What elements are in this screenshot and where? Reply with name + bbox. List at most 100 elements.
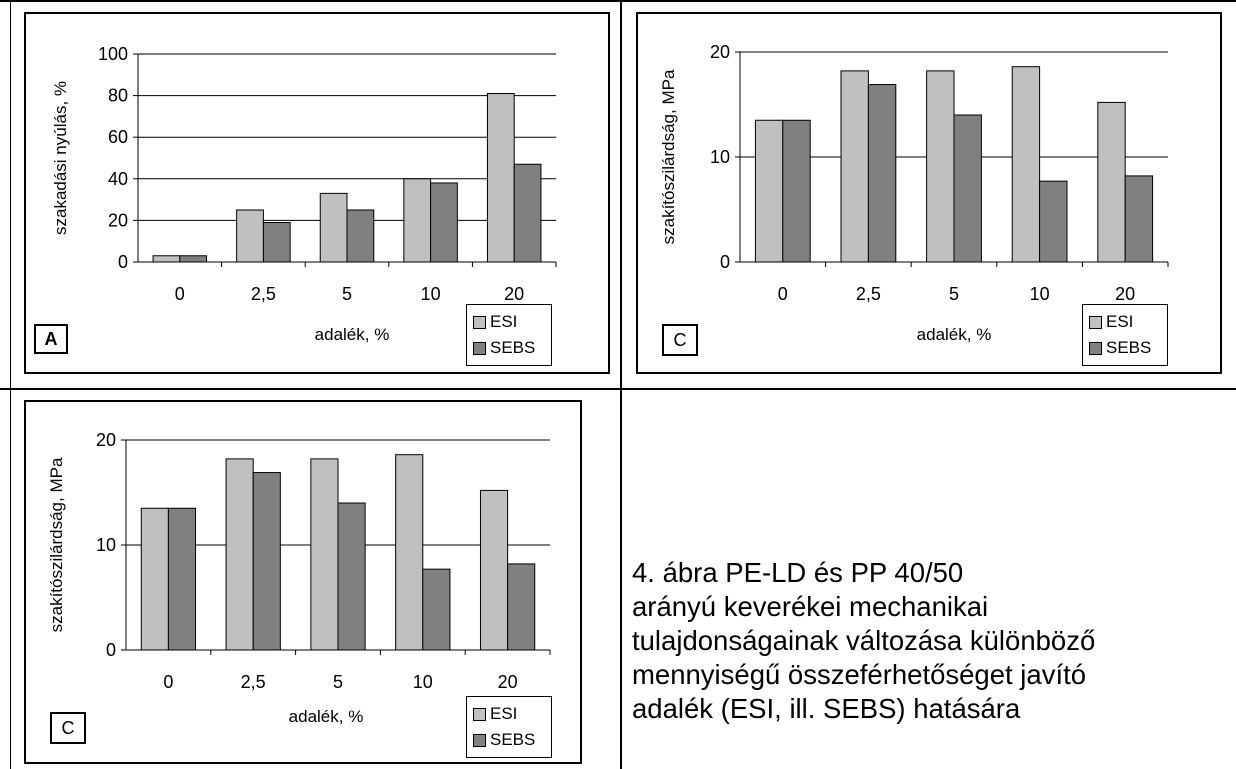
bar-sebs	[1039, 180, 1068, 263]
caption-line: 4. ábra PE-LD és PP 40/50	[632, 557, 964, 588]
bar-esi	[140, 507, 169, 651]
bar-sebs	[346, 209, 375, 263]
x-axis-label: adalék, %	[917, 325, 992, 344]
legend-swatch-sebs	[473, 341, 486, 355]
frame-top-line	[0, 0, 1236, 2]
bar-sebs	[430, 182, 458, 263]
chart-c-top-svg: 0 10 20 0 2,5 5 10 20 adalék, % szakítószilárdság…	[659, 42, 1169, 344]
bar-sebs	[422, 568, 451, 651]
caption-line: mennyiségű összeférhetőséget javító	[632, 659, 1087, 690]
legend-label-sebs: SEBS	[490, 338, 536, 357]
legend-item-sebs: SEBS	[473, 335, 545, 361]
bar-esi	[926, 70, 955, 263]
legend-label-esi: ESI	[490, 704, 518, 723]
bar-esi	[152, 255, 181, 263]
y-tick-label: 10	[96, 535, 116, 555]
y-tick-label: 10	[710, 147, 730, 167]
bar-sebs	[867, 84, 897, 263]
bar-sebs	[167, 507, 197, 651]
y-tick-label: 40	[108, 169, 128, 189]
x-tick-label: 10	[1030, 284, 1050, 304]
bar-sebs	[262, 221, 291, 263]
bar-esi	[486, 93, 515, 263]
y-axis-label: szakítószilárdság, MPa	[659, 69, 678, 244]
x-tick-label: 20	[504, 284, 524, 304]
bar-sebs	[1124, 175, 1154, 263]
frame-horizontal-divider	[0, 388, 1236, 390]
legend-item-sebs: SEBS	[1089, 335, 1161, 361]
y-tick-label: 0	[118, 252, 128, 272]
chart-panel-c-bottom: 0 10 20 0 2,5 5 10 20 adalék, % szakítószilárdság…	[24, 400, 582, 764]
bar-esi	[395, 454, 424, 651]
x-tick-label: 2,5	[241, 672, 266, 692]
panel-letter-a: A	[34, 324, 68, 354]
bar-sebs	[782, 119, 811, 263]
y-axis-label: szakadási nyúlás, %	[51, 81, 70, 235]
chart-panel-a: 0 20 40 60 80 100 0 2,5 5 10 20 adalék, % szakadási …	[24, 12, 610, 374]
panel-letter-c-bottom: C	[50, 712, 86, 744]
y-tick-label: 0	[106, 640, 116, 660]
legend-swatch-sebs	[1089, 341, 1102, 355]
bar-esi	[840, 70, 869, 263]
legend-item-esi: ESI	[473, 701, 545, 727]
x-tick-label: 5	[949, 284, 959, 304]
legend-label-sebs: SEBS	[490, 730, 536, 749]
x-tick-label: 20	[498, 672, 518, 692]
x-tick-label: 0	[163, 672, 173, 692]
bar-sebs	[252, 472, 281, 651]
legend-swatch-sebs	[473, 733, 486, 747]
x-tick-label: 5	[333, 672, 343, 692]
bar-esi	[403, 178, 432, 263]
bar-sebs	[179, 255, 208, 263]
legend-swatch-esi	[473, 707, 486, 721]
chart-panel-c-top: 0 10 20 0 2,5 5 10 20 adalék, % szakítószilárdság…	[636, 12, 1222, 374]
y-tick-label: 20	[108, 210, 128, 230]
chart-c-bottom-svg: 0 10 20 0 2,5 5 10 20 adalék, % szakítószilárdság…	[47, 430, 551, 726]
panel-letter-c-top: C	[662, 324, 698, 356]
bar-sebs	[513, 163, 542, 263]
caption-line: adalék (ESI, ill. SEBS) hatására	[632, 693, 1021, 724]
legend-a: ESI SEBS	[466, 304, 552, 366]
bar-esi	[319, 192, 348, 263]
x-tick-label: 10	[421, 284, 441, 304]
figure-caption: 4. ábra PE-LD és PP 40/50 arányú keverék…	[632, 556, 1232, 726]
y-tick-label: 100	[98, 44, 128, 64]
legend-c-top: ESI SEBS	[1082, 304, 1168, 366]
bar-esi	[754, 119, 784, 263]
bar-esi	[1011, 66, 1041, 263]
legend-item-esi: ESI	[1089, 309, 1161, 335]
bar-esi	[310, 458, 339, 651]
x-tick-label: 5	[342, 284, 352, 304]
legend-item-sebs: SEBS	[473, 727, 545, 753]
legend-swatch-esi	[473, 315, 486, 329]
frame-vertical-divider	[620, 0, 622, 769]
y-tick-label: 80	[108, 86, 128, 106]
caption-line: arányú keverékei mechanikai	[632, 591, 989, 622]
bar-sebs	[953, 114, 982, 263]
bar-sebs	[337, 502, 366, 651]
x-tick-label: 0	[778, 284, 788, 304]
bar-esi	[1097, 101, 1126, 263]
x-tick-label: 2,5	[856, 284, 881, 304]
x-axis-label: adalék, %	[289, 707, 364, 726]
legend-item-esi: ESI	[473, 309, 545, 335]
frame-left-line	[10, 0, 11, 769]
legend-label-esi: ESI	[490, 312, 518, 331]
x-tick-label: 10	[413, 672, 433, 692]
x-tick-label: 2,5	[251, 284, 276, 304]
caption-line: tulajdonságainak változása különböző	[632, 625, 1096, 656]
y-axis-label: szakítószilárdság, MPa	[47, 457, 66, 632]
chart-a-svg: 0 20 40 60 80 100 0 2,5 5 10 20 adalék, % szakadási …	[51, 44, 557, 344]
x-axis-label: adalék, %	[315, 325, 390, 344]
legend-label-sebs: SEBS	[1106, 338, 1152, 357]
legend-label-esi: ESI	[1106, 312, 1134, 331]
y-tick-label: 20	[96, 430, 116, 450]
x-tick-label: 0	[175, 284, 185, 304]
bar-esi	[236, 209, 264, 263]
y-tick-label: 60	[108, 127, 128, 147]
y-tick-label: 0	[720, 252, 730, 272]
bar-sebs	[507, 563, 536, 651]
bar-esi	[479, 489, 509, 651]
bar-esi	[225, 458, 254, 651]
legend-swatch-esi	[1089, 315, 1102, 329]
